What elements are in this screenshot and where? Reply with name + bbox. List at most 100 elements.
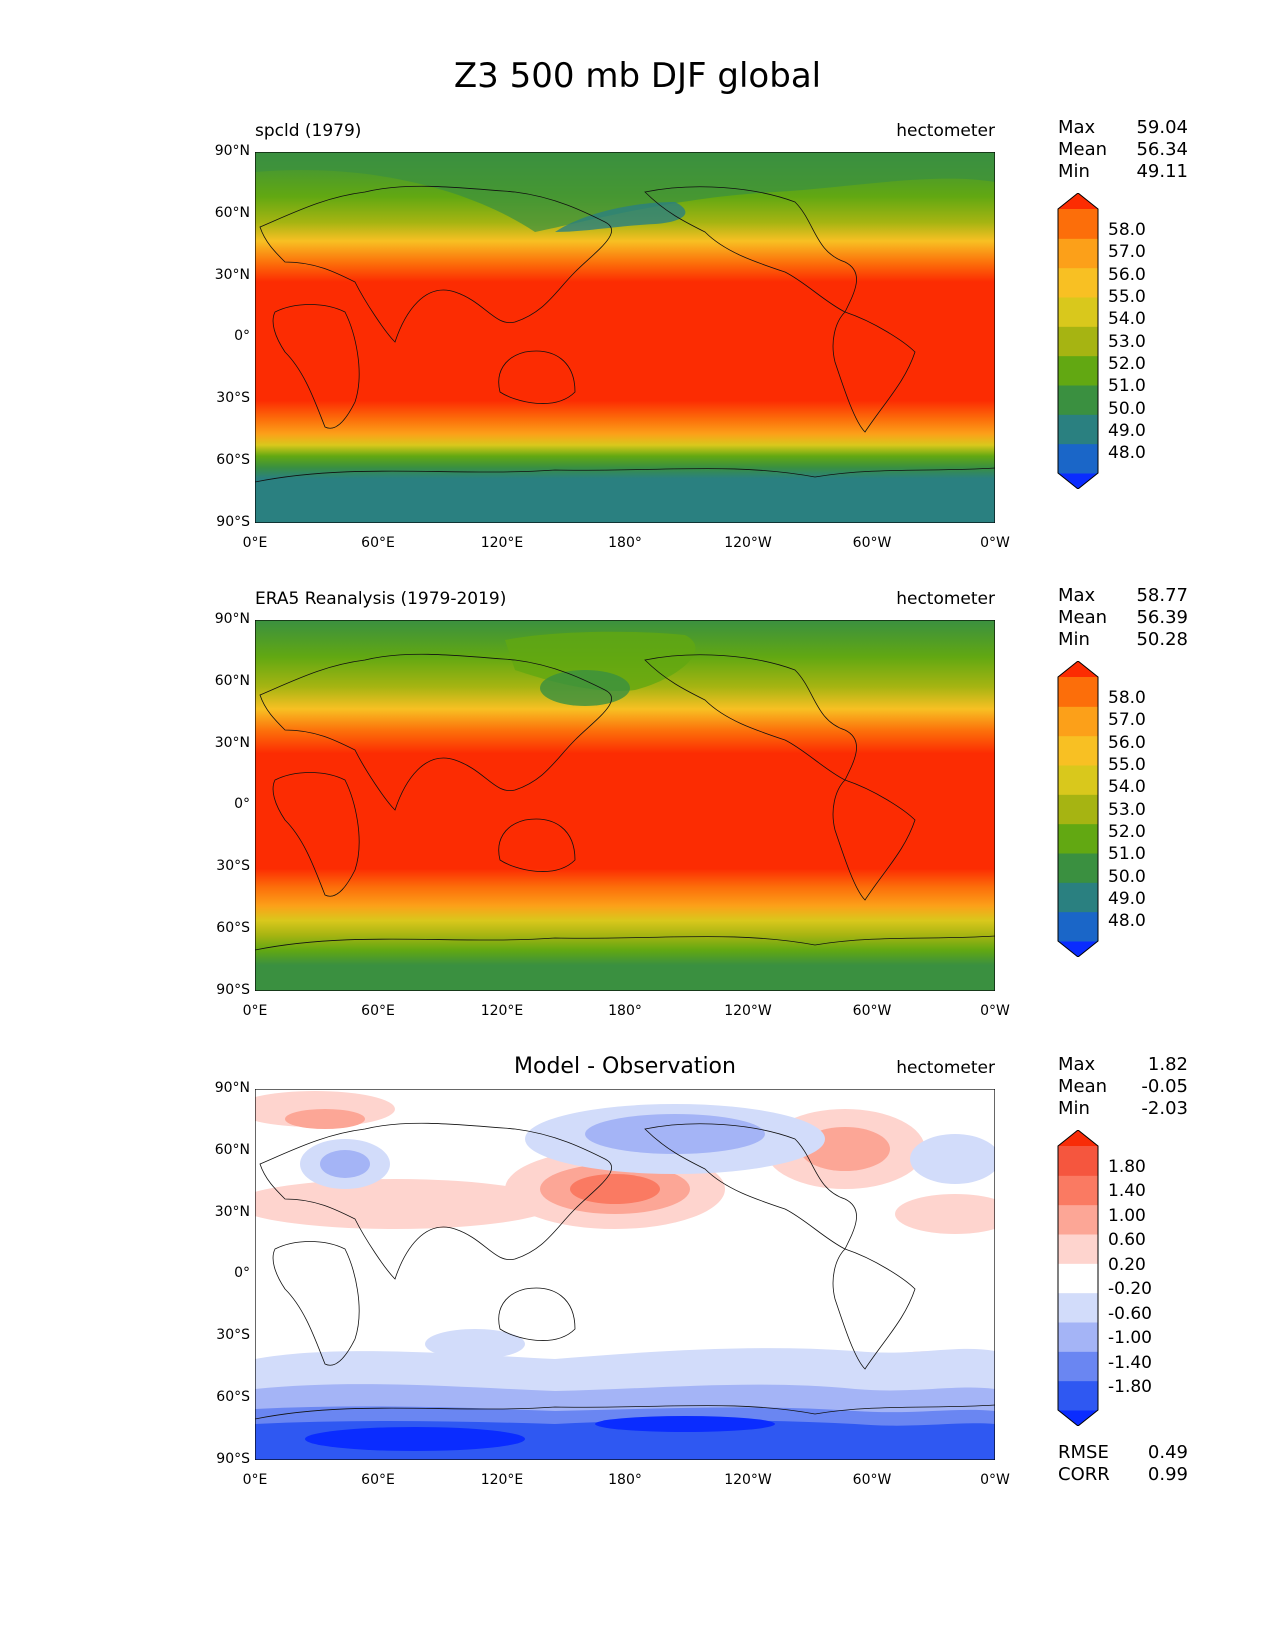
stat-value: 56.39 bbox=[1136, 607, 1188, 628]
p3-lon-tick: 60°W bbox=[852, 1472, 892, 1488]
colorbar-segment bbox=[1058, 1292, 1098, 1323]
panel-3-unit: hectometer bbox=[896, 1058, 995, 1078]
p1-lon-tick: 120°W bbox=[724, 535, 772, 551]
p3-lat-tick: 90°N bbox=[214, 1080, 250, 1096]
panel-2-stats: Max 58.77 Mean 56.39 Min 50.28 bbox=[1058, 585, 1188, 651]
stat-label: Min bbox=[1058, 161, 1090, 182]
p1-lat-tick: 60°N bbox=[214, 205, 250, 221]
p3-lon-tick: 0°W bbox=[980, 1472, 1010, 1488]
cb2-label: 50.0 bbox=[1108, 867, 1146, 887]
p3-lat-tick: 30°S bbox=[216, 1327, 250, 1343]
p1-lon-tick: 180° bbox=[608, 535, 642, 551]
cb1-label: 58.0 bbox=[1108, 220, 1146, 240]
p2-lon-tick: 120°W bbox=[724, 1003, 772, 1019]
colorbar-segment bbox=[1058, 1175, 1098, 1206]
p1-lon-tick: 0°W bbox=[980, 535, 1010, 551]
cb3-label: -0.60 bbox=[1108, 1304, 1152, 1324]
p2-lon-tick: 0°E bbox=[242, 1003, 268, 1019]
colorbar-segment bbox=[1058, 911, 1098, 942]
p2-lat-tick: 30°S bbox=[216, 858, 250, 874]
colorbar-extend-max bbox=[1058, 1130, 1098, 1146]
p3-lon-tick: 0°E bbox=[242, 1472, 268, 1488]
colorbar-segment bbox=[1058, 882, 1098, 913]
panel-3-colorbar bbox=[1055, 1129, 1101, 1430]
colorbar-outline bbox=[1057, 660, 1099, 958]
colorbar-segment bbox=[1058, 355, 1098, 386]
cb3-label: 0.60 bbox=[1108, 1230, 1146, 1250]
colorbar-extend-min bbox=[1058, 1410, 1098, 1426]
colorbar-extend-max bbox=[1058, 661, 1098, 677]
cb1-label: 48.0 bbox=[1108, 443, 1146, 463]
p1-lon-tick: 60°W bbox=[852, 535, 892, 551]
stat-value: 1.82 bbox=[1147, 1054, 1188, 1075]
colorbar-segment bbox=[1058, 443, 1098, 474]
cb2-label: 56.0 bbox=[1108, 733, 1146, 753]
colorbar-segment bbox=[1058, 1380, 1098, 1411]
p2-lat-tick: 0° bbox=[234, 796, 250, 812]
colorbar-segment bbox=[1058, 238, 1098, 269]
stat-label: Mean bbox=[1058, 607, 1108, 628]
cb2-label: 51.0 bbox=[1108, 844, 1146, 864]
stat-label: Max bbox=[1058, 585, 1096, 606]
p2-lon-tick: 60°E bbox=[361, 1003, 395, 1019]
p2-lon-tick: 180° bbox=[608, 1003, 642, 1019]
colorbar-segment bbox=[1058, 267, 1098, 298]
p1-lat-tick: 90°S bbox=[216, 514, 250, 530]
panel-2-unit: hectometer bbox=[896, 589, 995, 609]
colorbar-extend-min bbox=[1058, 941, 1098, 957]
stat-label: Min bbox=[1058, 629, 1090, 650]
colorbar-segment bbox=[1058, 326, 1098, 357]
p2-lon-tick: 120°E bbox=[480, 1003, 524, 1019]
colorbar-segment bbox=[1058, 414, 1098, 445]
panel-2-title: ERA5 Reanalysis (1979-2019) bbox=[255, 589, 507, 609]
cb3-label: 1.40 bbox=[1108, 1181, 1146, 1201]
colorbar-outline bbox=[1057, 192, 1099, 490]
p2-lat-tick: 30°N bbox=[214, 735, 250, 751]
panel-2-map bbox=[255, 620, 995, 991]
panel-2-map-svg bbox=[255, 620, 995, 991]
p3-lon-tick: 180° bbox=[608, 1472, 642, 1488]
colorbar-segment bbox=[1058, 853, 1098, 883]
cb2-label: 58.0 bbox=[1108, 688, 1146, 708]
p1-lon-tick: 60°E bbox=[361, 535, 395, 551]
metric-label: CORR bbox=[1058, 1464, 1110, 1485]
panel-3-title: Model - Observation bbox=[514, 1054, 736, 1079]
colorbar-segment bbox=[1058, 385, 1098, 415]
p3-lon-tick: 120°W bbox=[724, 1472, 772, 1488]
stat-label: Mean bbox=[1058, 1076, 1108, 1097]
colorbar-segment bbox=[1058, 765, 1098, 795]
cb1-label: 57.0 bbox=[1108, 242, 1146, 262]
cb1-label: 55.0 bbox=[1108, 287, 1146, 307]
panel-3-map-svg bbox=[255, 1089, 995, 1460]
p3-lon-tick: 60°E bbox=[361, 1472, 395, 1488]
cb2-label: 54.0 bbox=[1108, 777, 1146, 797]
panel-3-stats: Max 1.82 Mean -0.05 Min -2.03 bbox=[1058, 1054, 1188, 1120]
p1-lon-tick: 120°E bbox=[480, 535, 524, 551]
p1-lat-tick: 0° bbox=[234, 328, 250, 344]
panel-1-colorbar bbox=[1055, 192, 1101, 493]
colorbar-extend-max bbox=[1058, 193, 1098, 209]
cb2-label: 57.0 bbox=[1108, 710, 1146, 730]
colorbar-segment bbox=[1058, 297, 1098, 327]
p2-lon-tick: 60°W bbox=[852, 1003, 892, 1019]
colorbar-segment bbox=[1058, 1146, 1098, 1176]
panel-1-map-svg bbox=[255, 152, 995, 523]
colorbar-segment bbox=[1058, 735, 1098, 766]
colorbar-extend-min bbox=[1058, 473, 1098, 489]
cb1-label: 50.0 bbox=[1108, 399, 1146, 419]
p2-lat-tick: 60°N bbox=[214, 673, 250, 689]
stat-value: 59.04 bbox=[1136, 117, 1188, 138]
cb3-label: -0.20 bbox=[1108, 1279, 1152, 1299]
p2-lat-tick: 90°S bbox=[216, 982, 250, 998]
p1-lat-tick: 60°S bbox=[216, 452, 250, 468]
stat-value: -2.03 bbox=[1141, 1098, 1188, 1119]
cb2-label: 53.0 bbox=[1108, 800, 1146, 820]
cb3-label: -1.80 bbox=[1108, 1377, 1152, 1397]
colorbar-segment bbox=[1058, 794, 1098, 825]
colorbar-segment bbox=[1058, 1322, 1098, 1352]
cb2-label: 49.0 bbox=[1108, 889, 1146, 909]
p3-lat-tick: 60°N bbox=[214, 1142, 250, 1158]
panel-1-map bbox=[255, 152, 995, 523]
p2-lon-tick: 0°W bbox=[980, 1003, 1010, 1019]
cb1-label: 49.0 bbox=[1108, 421, 1146, 441]
